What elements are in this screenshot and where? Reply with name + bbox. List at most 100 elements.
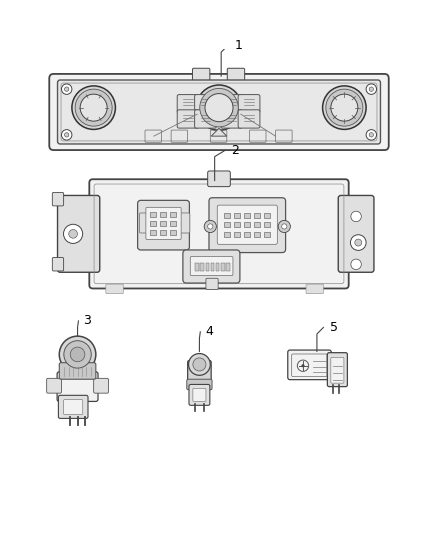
- FancyBboxPatch shape: [331, 358, 344, 383]
- FancyBboxPatch shape: [138, 200, 189, 250]
- Circle shape: [64, 224, 83, 244]
- Circle shape: [366, 84, 377, 94]
- Circle shape: [369, 133, 374, 137]
- FancyBboxPatch shape: [208, 171, 230, 187]
- Bar: [160, 212, 166, 217]
- FancyBboxPatch shape: [94, 378, 109, 393]
- Bar: [264, 213, 270, 218]
- FancyBboxPatch shape: [177, 110, 199, 128]
- Bar: [264, 222, 270, 228]
- Bar: [254, 222, 260, 228]
- FancyBboxPatch shape: [52, 192, 64, 206]
- FancyBboxPatch shape: [187, 360, 211, 386]
- Bar: [224, 232, 230, 237]
- Bar: [234, 222, 240, 228]
- Circle shape: [61, 130, 72, 140]
- Bar: [150, 230, 156, 235]
- Text: 3: 3: [83, 314, 91, 327]
- Circle shape: [59, 336, 96, 373]
- FancyBboxPatch shape: [180, 213, 190, 233]
- Polygon shape: [211, 128, 227, 136]
- Circle shape: [80, 94, 107, 121]
- FancyBboxPatch shape: [227, 68, 245, 80]
- Bar: [160, 230, 166, 235]
- FancyBboxPatch shape: [47, 378, 61, 393]
- Circle shape: [369, 87, 374, 91]
- FancyBboxPatch shape: [238, 110, 260, 128]
- Bar: [170, 230, 177, 235]
- Circle shape: [64, 341, 91, 368]
- FancyBboxPatch shape: [206, 278, 218, 289]
- FancyBboxPatch shape: [306, 284, 323, 294]
- Bar: [244, 222, 250, 228]
- Bar: [224, 213, 230, 218]
- Bar: [264, 232, 270, 237]
- FancyBboxPatch shape: [338, 196, 374, 272]
- Circle shape: [366, 130, 377, 140]
- Bar: [244, 232, 250, 237]
- Circle shape: [61, 84, 72, 94]
- Bar: [211, 263, 214, 271]
- FancyBboxPatch shape: [221, 110, 243, 128]
- Bar: [205, 263, 209, 271]
- Bar: [200, 263, 204, 271]
- Circle shape: [350, 235, 366, 251]
- FancyBboxPatch shape: [288, 350, 331, 379]
- FancyBboxPatch shape: [187, 379, 212, 390]
- FancyBboxPatch shape: [217, 205, 277, 244]
- Bar: [160, 221, 166, 226]
- Bar: [150, 221, 156, 226]
- FancyBboxPatch shape: [49, 74, 389, 150]
- FancyBboxPatch shape: [106, 284, 123, 294]
- Circle shape: [188, 353, 210, 375]
- FancyBboxPatch shape: [146, 207, 181, 239]
- FancyBboxPatch shape: [57, 196, 100, 272]
- Circle shape: [208, 224, 213, 229]
- FancyBboxPatch shape: [194, 94, 216, 113]
- FancyBboxPatch shape: [190, 256, 233, 276]
- FancyBboxPatch shape: [209, 198, 286, 253]
- Bar: [224, 222, 230, 228]
- Bar: [234, 232, 240, 237]
- FancyBboxPatch shape: [64, 400, 83, 415]
- Bar: [216, 263, 219, 271]
- FancyBboxPatch shape: [189, 384, 210, 405]
- Bar: [234, 213, 240, 218]
- Bar: [254, 213, 260, 218]
- Bar: [170, 212, 177, 217]
- FancyBboxPatch shape: [177, 94, 199, 113]
- Circle shape: [326, 89, 363, 126]
- Circle shape: [205, 94, 233, 122]
- Bar: [254, 232, 260, 237]
- Circle shape: [196, 85, 242, 130]
- FancyBboxPatch shape: [89, 179, 349, 288]
- Bar: [150, 212, 156, 217]
- FancyBboxPatch shape: [193, 389, 206, 401]
- Circle shape: [69, 230, 78, 238]
- FancyBboxPatch shape: [139, 213, 150, 233]
- FancyBboxPatch shape: [52, 257, 64, 271]
- Circle shape: [64, 87, 69, 91]
- Circle shape: [322, 86, 366, 130]
- Bar: [226, 263, 230, 271]
- FancyBboxPatch shape: [192, 68, 210, 80]
- FancyBboxPatch shape: [59, 362, 96, 379]
- Text: 2: 2: [231, 143, 239, 157]
- FancyBboxPatch shape: [57, 372, 98, 401]
- Bar: [221, 263, 225, 271]
- Circle shape: [278, 220, 290, 232]
- Bar: [244, 213, 250, 218]
- Circle shape: [72, 86, 116, 130]
- FancyBboxPatch shape: [183, 250, 240, 283]
- Circle shape: [70, 347, 85, 362]
- Bar: [170, 221, 177, 226]
- FancyBboxPatch shape: [64, 351, 92, 375]
- FancyBboxPatch shape: [194, 110, 216, 128]
- FancyBboxPatch shape: [238, 94, 260, 113]
- Text: 4: 4: [205, 325, 213, 338]
- FancyBboxPatch shape: [58, 395, 88, 418]
- Circle shape: [351, 259, 361, 270]
- Circle shape: [193, 358, 206, 371]
- Bar: [195, 263, 198, 271]
- Circle shape: [200, 88, 238, 127]
